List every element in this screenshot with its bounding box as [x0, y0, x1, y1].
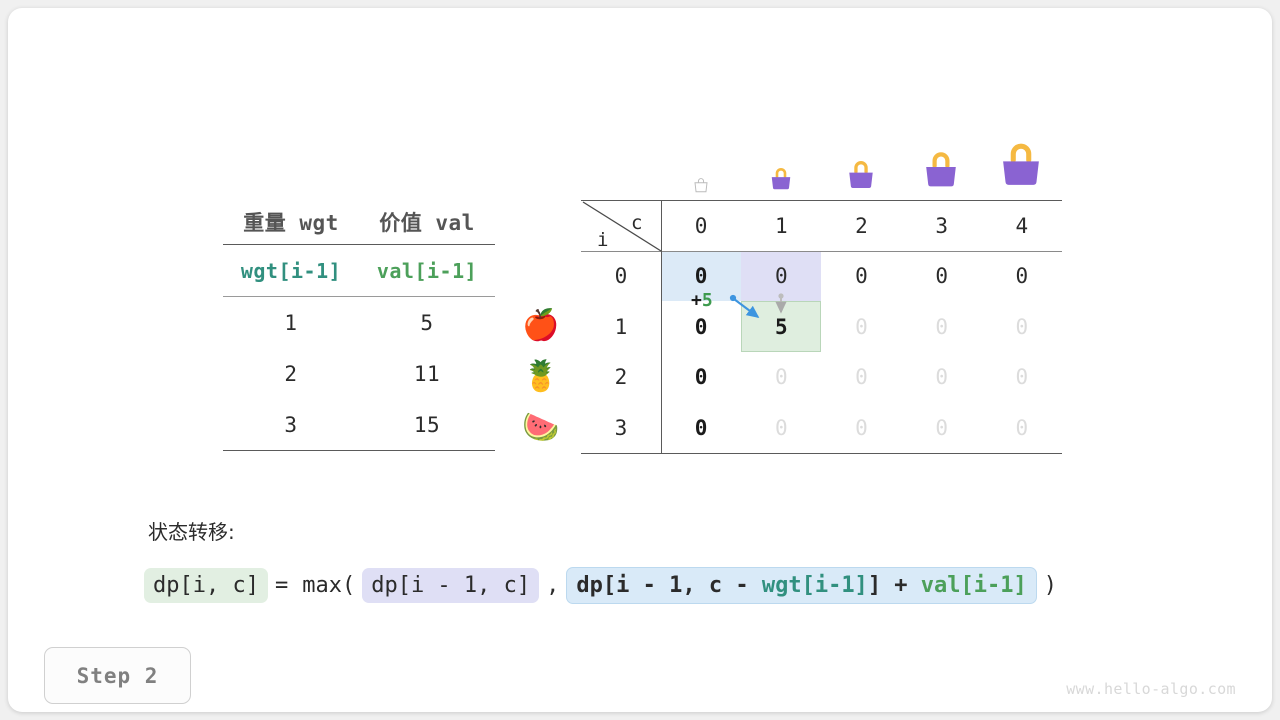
dp-cell-2-3: 0 — [935, 365, 948, 390]
item-wgt-1: 1 — [284, 310, 298, 335]
dp-rule-header — [581, 251, 1062, 252]
dp-vertical-divider — [661, 200, 662, 454]
dp-col-header-2: 2 — [855, 213, 868, 238]
item-table-header-row: 重量 wgt 价值 val — [223, 200, 495, 244]
formula-wgt-token: wgt[i-1] — [761, 573, 868, 598]
item-table-header-wgt: 重量 wgt — [243, 211, 339, 235]
item-table-rule-top — [223, 244, 495, 245]
dp-row-header-2: 2 — [614, 365, 628, 390]
fruit-icon-column: 🍎 🍍 🍉 — [513, 300, 569, 453]
dp-cell-3-0: 0 — [694, 415, 708, 440]
formula-equals: = — [274, 573, 289, 598]
corner-label-c: c — [631, 212, 643, 234]
table-row: 1 0 5 0 0 0 — [581, 302, 1062, 353]
bag-filled-icon — [1003, 143, 1039, 185]
item-wgt-3: 3 — [284, 412, 298, 437]
item-table-header-val: 价值 val — [379, 211, 475, 235]
plus-value-annotation: +5 — [691, 290, 713, 311]
item-table: 重量 wgt 价值 val wgt[i-1] val[i-1] 1 5 2 11… — [223, 200, 495, 451]
dp-corner-cell: c i — [581, 200, 662, 252]
dp-cell-2-0: 0 — [694, 365, 708, 390]
bag-filled-icon — [771, 167, 791, 190]
bag-icon-0 — [661, 176, 741, 194]
dp-cell-1-0: 0 — [694, 314, 708, 339]
dp-cell-3-1: 0 — [774, 415, 788, 440]
dp-rule-bottom — [581, 453, 1062, 454]
watermelon-icon: 🍉 — [522, 410, 560, 445]
dp-rule-top — [581, 200, 1062, 201]
dp-body: 0 0 0 0 0 0 1 0 5 0 0 0 2 0 0 0 0 0 — [581, 251, 1062, 453]
item-table-subheader-val: val[i-1] — [376, 258, 478, 283]
dp-cell-3-4: 0 — [1015, 415, 1029, 440]
dp-cell-2-1: 0 — [774, 365, 788, 390]
formula-option-b-pre: dp[i - 1, c - — [576, 573, 762, 598]
dp-row-header-0: 0 — [614, 264, 628, 289]
formula-option-a: dp[i - 1, c] — [362, 568, 540, 603]
bag-outline-icon — [694, 178, 708, 193]
dp-cell-0-0: 0 — [694, 264, 708, 289]
table-row: 2 0 0 0 0 0 — [581, 352, 1062, 403]
dp-cell-1-1: 5 — [774, 314, 788, 339]
dp-cell-3-3: 0 — [935, 415, 948, 440]
dp-cell-2-4: 0 — [1015, 365, 1029, 390]
dp-column-headers: 0 1 2 3 4 — [661, 200, 1062, 251]
dp-cell-0-1: 0 — [774, 264, 788, 289]
bag-icon-2 — [821, 156, 901, 194]
bag-filled-icon — [849, 161, 873, 188]
table-row: 1 5 — [223, 297, 495, 348]
item-table-subheader-wgt: wgt[i-1] — [240, 258, 342, 283]
item-table-rule-bottom — [223, 450, 495, 451]
slide-card: 重量 wgt 价值 val wgt[i-1] val[i-1] 1 5 2 11… — [8, 8, 1272, 712]
dp-cell-1-2: 0 — [855, 314, 868, 339]
formula-close-paren: ) — [1043, 573, 1058, 598]
item-val-2: 11 — [413, 361, 441, 386]
dp-col-header-3: 3 — [935, 213, 948, 238]
dp-col-header-4: 4 — [1015, 213, 1029, 238]
dp-cell-0-4: 0 — [1015, 264, 1029, 289]
dp-row-header-3: 3 — [614, 415, 628, 440]
step-badge: Step 2 — [44, 647, 191, 704]
table-row: 3 0 0 0 0 0 — [581, 403, 1062, 454]
dp-cell-0-2: 0 — [855, 264, 868, 289]
table-row: 0 0 0 0 0 0 — [581, 251, 1062, 302]
formula-max-open: max( — [302, 573, 356, 598]
highlight-cell-purple — [741, 252, 821, 301]
dp-table: c i 0 1 2 3 4 0 0 0 0 0 0 1 0 5 0 — [581, 200, 1062, 454]
formula-option-b: dp[i - 1, c - wgt[i-1]] + val[i-1] — [566, 567, 1037, 604]
highlight-cell-blue — [662, 252, 741, 301]
corner-label-i: i — [597, 229, 609, 251]
table-row: 2 11 — [223, 348, 495, 399]
site-watermark: www.hello-algo.com — [1066, 680, 1236, 698]
dp-cell-0-3: 0 — [935, 264, 948, 289]
dp-cell-1-3: 0 — [935, 314, 948, 339]
item-val-1: 5 — [420, 310, 434, 335]
dp-row-header-1: 1 — [614, 314, 628, 339]
plus-value: 5 — [701, 290, 713, 311]
state-transition-formula: dp[i, c] = max( dp[i - 1, c] , dp[i - 1,… — [144, 567, 1064, 604]
item-val-3: 15 — [413, 412, 441, 437]
formula-val-token: val[i-1] — [920, 573, 1027, 598]
item-table-rule-mid — [223, 296, 495, 297]
dp-cell-3-2: 0 — [855, 415, 868, 440]
pineapple-icon: 🍍 — [522, 359, 560, 394]
dp-col-header-0: 0 — [694, 213, 708, 238]
apple-icon: 🍎 — [522, 308, 560, 343]
bag-icon-4 — [981, 136, 1061, 194]
item-wgt-2: 2 — [284, 361, 298, 386]
bag-icon-1 — [741, 164, 821, 194]
bag-capacity-icons — [661, 128, 1062, 194]
corner-diagonal-icon — [582, 201, 662, 252]
bag-filled-icon — [926, 152, 956, 187]
state-transition-label: 状态转移: — [148, 520, 235, 544]
dp-col-header-1: 1 — [774, 213, 788, 238]
bag-icon-3 — [901, 146, 981, 194]
dp-cell-2-2: 0 — [855, 365, 868, 390]
table-row: 3 15 — [223, 399, 495, 450]
dp-cell-1-4: 0 — [1015, 314, 1029, 339]
plus-sign: + — [691, 290, 702, 311]
formula-comma: , — [546, 573, 560, 598]
formula-target: dp[i, c] — [144, 568, 268, 603]
formula-option-b-mid: ] + — [867, 573, 921, 598]
item-table-subheader-row: wgt[i-1] val[i-1] — [223, 245, 495, 296]
